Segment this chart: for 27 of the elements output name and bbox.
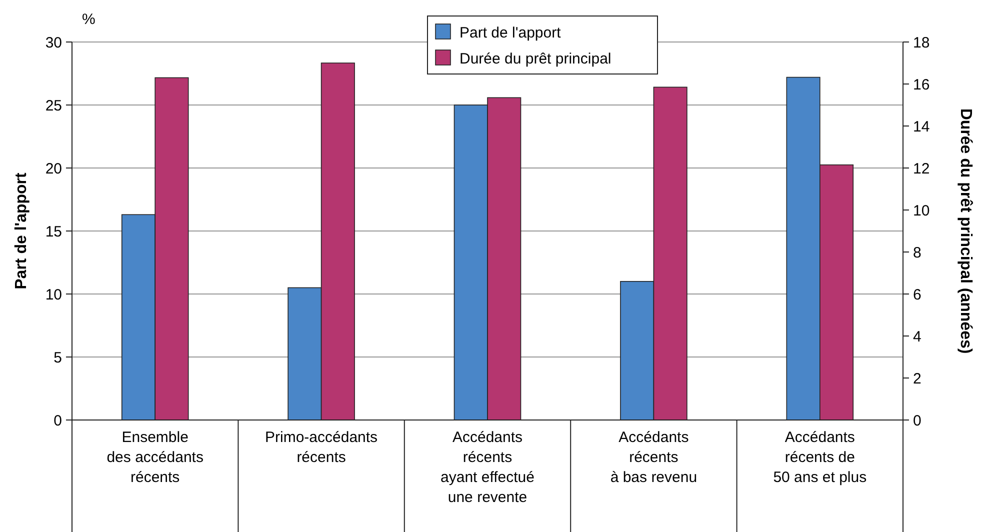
y-tick-label: 15 (45, 223, 62, 240)
x-tick-label: Ensemble des accédants récents (106, 429, 204, 486)
x-tick-label: Primo-accédants récents (265, 429, 378, 466)
legend-label: Durée du prêt principal (460, 50, 612, 68)
y-tick-label: 20 (45, 160, 62, 178)
text: % (82, 11, 96, 28)
y2-tick-label: 0 (913, 412, 922, 430)
y-tick-label: 10 (45, 286, 62, 304)
y2-tick-label: 18 (913, 34, 930, 52)
x-tick-label: Accédants récents à bas revenu (610, 429, 698, 486)
y2-tick-label: 12 (913, 160, 930, 178)
x-tick-label: Accédants récents ayant effectué une revente (440, 429, 534, 506)
y2-tick-label: 10 (913, 202, 930, 220)
y-tick-label: 0 (54, 412, 62, 430)
y-tick-label: 25 (45, 97, 62, 114)
y2-tick-label: 6 (913, 286, 922, 304)
y2-axis-title: Durée du prêt principal (années) (957, 108, 974, 354)
y-tick-label: 30 (45, 34, 62, 52)
legend-label: Part de l'apport (460, 24, 562, 42)
y2-tick-label: 14 (913, 118, 930, 136)
y2-tick-label: 16 (913, 76, 930, 94)
x-tick-label: Accédants récents de 50 ans et plus (773, 429, 867, 486)
y2-tick-label: 8 (913, 244, 922, 262)
y-tick-label: 5 (54, 349, 62, 366)
y-axis-title: Part de l'apport (13, 172, 30, 290)
y2-tick-label: 2 (913, 370, 922, 388)
y2-tick-label: 4 (913, 328, 922, 346)
